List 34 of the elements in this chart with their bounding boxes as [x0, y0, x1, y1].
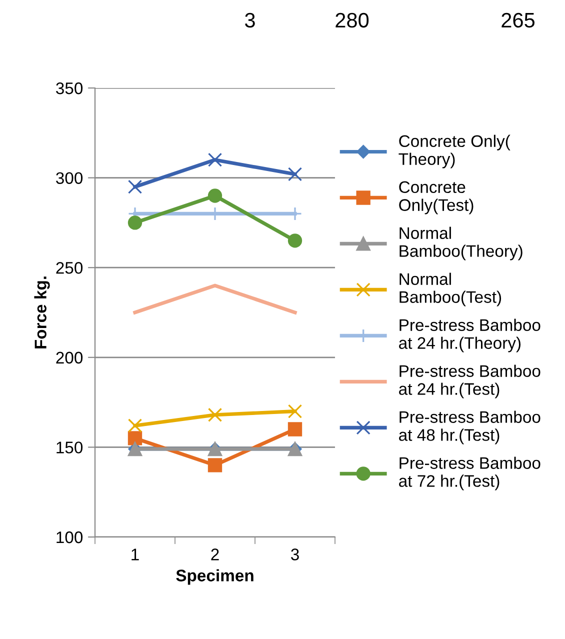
y-tick-label: 350: [56, 82, 83, 94]
text: 265: [502, 12, 535, 28]
legend-label: Normal Bamboo(Theory): [400, 226, 522, 260]
x-tick-label: 3: [291, 548, 299, 560]
y-tick-label: 250: [56, 262, 83, 274]
y-axis-title: Force kg.: [34, 276, 50, 348]
legend-label: Pre-stress Bamboo at 48 hr.(Test): [399, 410, 540, 444]
y-tick-label: 100: [56, 531, 83, 544]
y-tick-label: 200: [56, 352, 83, 364]
legend-label: Concrete Only( Theory): [398, 134, 510, 168]
point: [208, 152, 222, 167]
point: [208, 188, 222, 203]
legend-label: Pre-stress Bamboo at 72 hr.(Test): [399, 456, 540, 490]
legend-label: Pre-stress Bamboo at 24 hr.(Test): [399, 364, 540, 398]
point: [288, 167, 302, 182]
point: [128, 216, 142, 230]
point: [208, 458, 222, 472]
text: 280: [336, 12, 369, 28]
point: [288, 404, 302, 418]
x-tick-label: 1: [132, 548, 139, 560]
point: [128, 418, 142, 433]
y-tick-label: 300: [56, 172, 83, 184]
point: [128, 180, 142, 194]
point: [208, 408, 222, 422]
legend-label: Normal Bamboo(Test): [400, 272, 502, 306]
point: [288, 422, 302, 436]
legend-label: Pre-stress Bamboo at 24 hr.(Theory): [399, 318, 540, 352]
point: [288, 234, 302, 248]
point: [128, 431, 142, 446]
text: 3: [245, 12, 255, 28]
x-axis-title: Specimen: [176, 569, 254, 585]
x-tick-label: 2: [211, 548, 219, 560]
legend-label: Concrete Only(Test): [399, 181, 474, 214]
y-tick-label: 150: [56, 442, 83, 454]
